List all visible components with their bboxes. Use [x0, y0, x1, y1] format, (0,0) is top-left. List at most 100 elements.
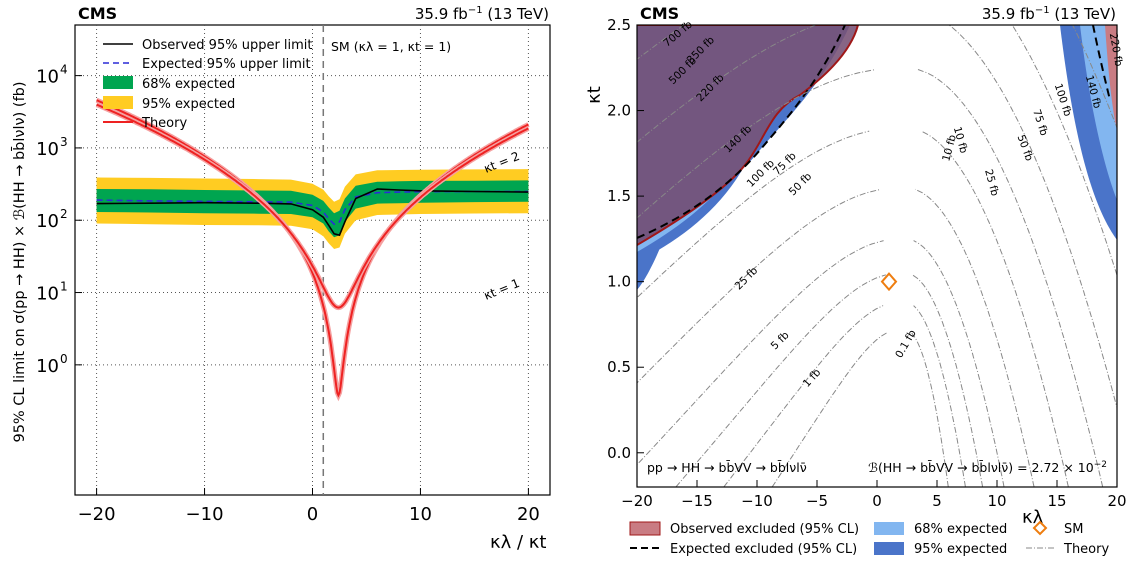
left-y-axis-label: 95% CL limit on σ(pp → HH) × ℬ(HH → bb̄l… [10, 81, 28, 442]
left-y-tick-exponent: 2 [60, 207, 68, 221]
theory-curve [96, 99, 529, 398]
left-x-tick-label: −20 [78, 504, 116, 525]
right-cms-label: CMS [640, 4, 679, 23]
left-x-tick-label: 0 [307, 504, 318, 525]
theory-curve [96, 103, 529, 309]
legend-68-blue-swatch [874, 522, 904, 535]
theory-contour-right [912, 274, 984, 487]
right-x-tick-label: −20 [621, 492, 653, 510]
legend-68-blue-label: 68% expected [914, 522, 1007, 537]
left-y-tick-label: 10 [36, 139, 59, 160]
theory-contour-left [637, 25, 685, 60]
legend-expected-label: Expected 95% upper limit [142, 57, 311, 72]
right-y-tick-label: 2.5 [607, 16, 631, 34]
right-legend: Observed excluded (95% CL) Expected excl… [629, 520, 1109, 557]
exp68-region-right [1080, 25, 1117, 200]
legend-95-blue-label: 95% expected [914, 542, 1007, 557]
observed-limit-line [96, 188, 529, 237]
right-x-tick-label: −5 [806, 492, 828, 510]
contour-label: 1 fb [801, 366, 824, 389]
right-y-axis-label: κt [584, 86, 605, 104]
left-y-tick-label: 10 [36, 356, 59, 377]
left-y-tick-label: 10 [36, 211, 59, 232]
left-plot-frame [74, 24, 551, 496]
expected-limit-line [96, 190, 529, 226]
legend-theory-contour-label: Theory [1063, 542, 1109, 557]
legend-observed-label: Observed 95% upper limit [142, 38, 313, 53]
theory-contour-right [921, 130, 1069, 487]
left-y-tick-exponent: 0 [60, 352, 68, 366]
left-y-tick-exponent: 3 [60, 135, 68, 149]
theory-contour-right [917, 69, 1104, 487]
right-y-tick-label: 2.0 [607, 102, 631, 120]
theory-band [95, 97, 530, 402]
left-x-axis-label: κλ / κt [490, 532, 546, 553]
left-x-tick-label: 10 [409, 504, 432, 525]
right-y-tick-label: 1.5 [607, 187, 631, 205]
contour-label-right: 75 fb [1030, 108, 1050, 138]
theory-contour-left [771, 332, 887, 487]
observed-overlay-left [637, 25, 858, 245]
legend-95-swatch [103, 96, 133, 109]
process-text: pp → HH → bb̄VV → bb̄lνlν̄ [647, 460, 807, 475]
contour-label-right: 50 fb [1015, 133, 1036, 163]
theory-contour-left [637, 188, 881, 384]
left-x-tick-label: 20 [517, 504, 540, 525]
contour-label: 25 fb [733, 264, 761, 292]
right-x-tick-label: −10 [741, 492, 773, 510]
legend-exp-excluded-label: Expected excluded (95% CL) [670, 542, 857, 557]
contour-label-right: 25 fb [982, 168, 1001, 198]
left-gridlines [75, 25, 550, 495]
contour-label: 0.1 fb [893, 328, 919, 361]
right-plot-area [637, 25, 1117, 487]
left-lumi-label: 35.9 fb−1 (13 TeV) [415, 5, 549, 23]
left-y-tick-exponent: 4 [60, 63, 68, 77]
right-x-axis-label: κλ [1022, 507, 1044, 528]
right-x-tick-label: −15 [681, 492, 713, 510]
theory-contour-left [637, 69, 876, 219]
observed-excluded-left [637, 25, 858, 245]
theory-contour-right [913, 240, 1005, 487]
left-y-tick-label: 10 [36, 67, 59, 88]
left-y-tick-label: 10 [36, 284, 59, 305]
right-x-tick-label: 10 [987, 492, 1006, 510]
right-y-tick-label: 0.5 [607, 358, 631, 376]
expected-boundary-right [1092, 25, 1111, 101]
right-axis-ticks: −20 −15 −10 −5 0 5 10 15 20 0.0 0.5 1.0 1.5 2.0 2.5 [607, 16, 1126, 510]
theory-contour-right [948, 25, 1117, 410]
legend-obs-excluded-swatch [629, 521, 661, 536]
branching-text: ℬ(HH → bb̄VV → bb̄lνlν̄) = 2.72 × 10−2 [868, 460, 1107, 475]
theory-contour-right [914, 188, 1035, 487]
observed-boundary-left [637, 25, 860, 246]
legend-95-label: 95% expected [142, 97, 235, 112]
left-legend: Observed 95% upper limit Expected 95% up… [103, 38, 313, 131]
right-x-tick-label: 20 [1107, 492, 1126, 510]
contour-label: 75 fb [771, 150, 799, 178]
theory-contour-right [1011, 25, 1117, 277]
legend-95-blue-swatch [874, 542, 904, 555]
sm-line-label: SM (κλ = 1, κt = 1) [331, 39, 451, 54]
left-x-tick-label: −10 [186, 504, 224, 525]
right-x-tick-label: 5 [932, 492, 942, 510]
right-y-tick-label: 1.0 [607, 273, 631, 291]
theory-contour-left [675, 274, 887, 487]
theory-contours [637, 25, 1117, 487]
theory-contour-right [913, 305, 966, 487]
theory-contour-left [723, 305, 884, 487]
legend-sm-swatch [1032, 520, 1048, 536]
theory-contour-left [637, 240, 884, 466]
legend-theory-label: Theory [141, 116, 187, 131]
theory-contour-right [911, 332, 949, 487]
contour-label-right: 220 fb [1107, 32, 1125, 68]
right-x-tick-label: 0 [872, 492, 882, 510]
left-limit-lines [96, 188, 529, 237]
observed-excluded-right [1105, 25, 1117, 130]
sm-point-marker [880, 272, 898, 292]
right-x-tick-label: 15 [1047, 492, 1066, 510]
legend-68-swatch [103, 76, 133, 89]
expected-boundary-left [637, 25, 846, 239]
right-lumi-label: 35.9 fb−1 (13 TeV) [982, 5, 1116, 23]
left-theory-curves [95, 97, 530, 402]
